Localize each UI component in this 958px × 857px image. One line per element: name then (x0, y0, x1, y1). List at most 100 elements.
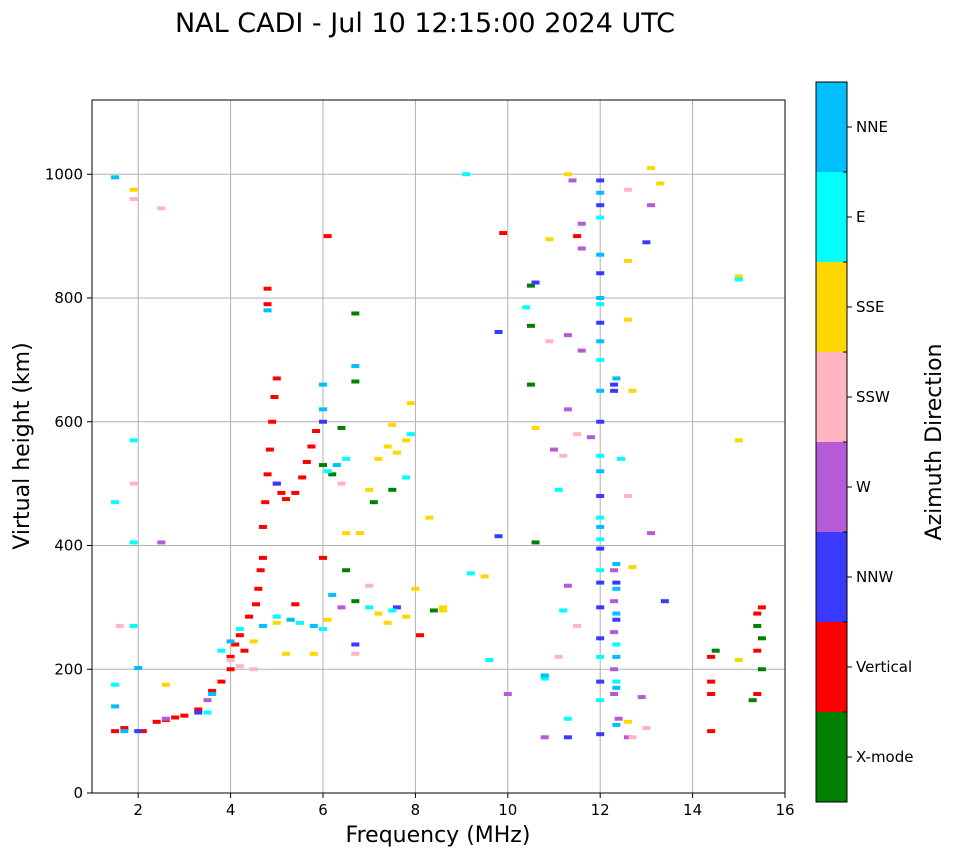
y-axis-ticks: 0 200 400 600 800 1000 (45, 165, 92, 802)
data-point (406, 432, 415, 437)
plot-frame (91, 99, 786, 794)
data-point (623, 735, 632, 740)
data-point (614, 716, 623, 721)
data-point (282, 497, 291, 502)
data-point (342, 568, 351, 573)
data-point (577, 348, 586, 353)
data-point (351, 364, 360, 369)
data-point (351, 599, 360, 604)
data-point (217, 648, 226, 653)
data-point (526, 283, 535, 288)
data-point (383, 444, 392, 449)
data-point (596, 636, 605, 641)
data-point (249, 639, 258, 644)
data-point (235, 633, 244, 638)
data-point (245, 614, 254, 619)
data-point (328, 593, 337, 597)
data-point (596, 732, 605, 737)
data-point (240, 648, 249, 653)
data-point (734, 657, 743, 662)
data-point (612, 642, 621, 647)
series-x-mode (319, 283, 766, 703)
colorbar-segment (816, 712, 847, 802)
colorbar-category-label: NNE (856, 118, 888, 136)
data-point (208, 688, 217, 693)
data-point (503, 692, 512, 696)
x-tick-label: 8 (411, 801, 421, 819)
x-axis-ticks: 2 4 6 8 10 12 14 16 (133, 793, 795, 819)
data-point (711, 648, 720, 653)
data-point (351, 642, 360, 647)
data-point (596, 339, 605, 344)
data-point (291, 490, 300, 495)
data-point (194, 710, 203, 715)
data-point (261, 500, 270, 505)
data-point (411, 586, 420, 591)
data-point (748, 698, 757, 703)
data-point (612, 679, 621, 684)
data-point (161, 682, 170, 687)
data-point (753, 648, 762, 653)
data-point (309, 623, 318, 628)
data-point (550, 447, 558, 452)
data-point (554, 654, 563, 659)
data-point (312, 429, 321, 434)
series-nnw (134, 178, 669, 740)
data-point (226, 639, 235, 644)
data-point (263, 302, 272, 307)
data-point (111, 175, 120, 180)
data-point (596, 419, 605, 424)
data-point (610, 388, 619, 393)
data-point (462, 172, 471, 177)
data-point (252, 602, 261, 607)
data-point (406, 401, 415, 406)
data-point (612, 654, 621, 659)
data-point (610, 599, 619, 604)
data-point (573, 234, 582, 239)
data-point (270, 395, 279, 399)
x-tick-label: 6 (318, 801, 328, 819)
data-point (647, 531, 656, 536)
data-point (660, 599, 669, 604)
data-point (351, 311, 360, 316)
y-tick-label: 1000 (45, 165, 83, 183)
data-point (416, 633, 425, 638)
data-point (402, 614, 411, 619)
series-ssw (115, 187, 651, 740)
data-point (129, 623, 138, 628)
colorbar-category-label: SSW (856, 388, 890, 406)
data-point (707, 679, 716, 684)
data-point (573, 623, 582, 628)
data-point (466, 571, 475, 576)
data-point (531, 540, 540, 545)
data-point (157, 540, 166, 545)
data-point (610, 692, 619, 696)
data-point (328, 472, 337, 477)
data-point (612, 580, 621, 585)
data-point (272, 376, 281, 381)
data-point (332, 463, 341, 468)
data-point (559, 453, 568, 458)
x-tick-label: 4 (226, 801, 236, 819)
data-point (323, 617, 332, 622)
colorbar-category-label: Vertical (856, 658, 912, 676)
data-point (612, 617, 621, 622)
data-point (753, 692, 762, 696)
plot-background (92, 100, 785, 793)
data-point (642, 240, 651, 245)
data-point (263, 308, 272, 313)
data-point (577, 221, 586, 226)
data-point (623, 258, 632, 263)
data-point (323, 234, 332, 239)
data-point (596, 524, 605, 529)
data-point (612, 562, 621, 567)
x-tick-label: 14 (683, 801, 702, 819)
data-point (425, 515, 434, 520)
x-tick-label: 16 (775, 801, 794, 819)
colorbar-segment (816, 532, 847, 622)
y-tick-label: 400 (54, 537, 83, 555)
data-point (365, 487, 374, 492)
y-axis-label: Virtual height (km) (10, 342, 35, 549)
data-point (388, 608, 397, 613)
data-point (757, 636, 766, 641)
